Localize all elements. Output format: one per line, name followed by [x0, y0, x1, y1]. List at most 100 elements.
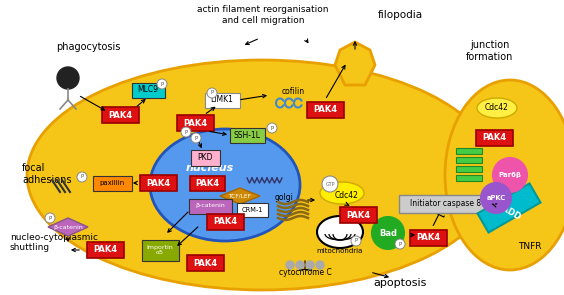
Text: P: P	[49, 216, 52, 220]
Text: P: P	[270, 125, 274, 130]
Text: P: P	[81, 175, 83, 179]
Text: PAK4: PAK4	[108, 111, 132, 119]
Ellipse shape	[320, 182, 364, 204]
Ellipse shape	[445, 80, 564, 270]
Polygon shape	[335, 42, 375, 85]
Text: PAK4: PAK4	[93, 245, 117, 255]
Text: PAK4: PAK4	[313, 106, 337, 114]
Text: P: P	[195, 135, 197, 140]
Text: PAK4: PAK4	[482, 134, 506, 142]
Circle shape	[481, 183, 511, 213]
Text: TRADD: TRADD	[490, 198, 522, 222]
Ellipse shape	[477, 98, 517, 118]
Text: MLC9: MLC9	[138, 86, 158, 94]
FancyBboxPatch shape	[306, 102, 343, 118]
FancyBboxPatch shape	[456, 148, 482, 154]
Text: PAK4: PAK4	[183, 119, 207, 127]
Circle shape	[286, 261, 294, 269]
Text: golgi: golgi	[275, 193, 294, 202]
Text: apoptosis: apoptosis	[373, 278, 427, 288]
Ellipse shape	[317, 216, 363, 248]
Circle shape	[296, 261, 304, 269]
Text: junction
formation: junction formation	[466, 40, 514, 62]
Text: cytochrome C: cytochrome C	[279, 268, 332, 277]
FancyBboxPatch shape	[102, 107, 139, 123]
Text: PAK4: PAK4	[195, 178, 219, 188]
Circle shape	[267, 123, 277, 133]
FancyBboxPatch shape	[206, 214, 244, 230]
Text: paxillin: paxillin	[99, 180, 125, 186]
Circle shape	[191, 133, 201, 143]
FancyBboxPatch shape	[177, 115, 214, 131]
FancyBboxPatch shape	[190, 176, 224, 191]
FancyBboxPatch shape	[340, 207, 377, 223]
FancyBboxPatch shape	[191, 150, 219, 166]
Text: PAK4: PAK4	[146, 178, 170, 188]
Circle shape	[77, 172, 87, 182]
FancyBboxPatch shape	[475, 130, 513, 146]
Polygon shape	[220, 188, 260, 204]
FancyBboxPatch shape	[142, 240, 178, 260]
Circle shape	[157, 79, 167, 89]
FancyBboxPatch shape	[188, 199, 231, 214]
Circle shape	[493, 158, 527, 192]
Text: SSH-1L: SSH-1L	[233, 130, 261, 140]
FancyBboxPatch shape	[187, 255, 223, 271]
Text: PAK4: PAK4	[213, 217, 237, 227]
FancyBboxPatch shape	[409, 230, 447, 246]
Text: phagocytosis: phagocytosis	[56, 42, 120, 52]
FancyBboxPatch shape	[86, 242, 124, 258]
FancyBboxPatch shape	[205, 93, 240, 107]
Text: GTP: GTP	[325, 181, 335, 186]
Text: cofilin: cofilin	[282, 88, 305, 96]
Text: P: P	[160, 81, 164, 86]
Text: Par6β: Par6β	[499, 172, 522, 178]
Ellipse shape	[150, 129, 300, 241]
FancyBboxPatch shape	[456, 166, 482, 172]
Text: mitochondria: mitochondria	[317, 248, 363, 254]
Circle shape	[45, 213, 55, 223]
FancyBboxPatch shape	[456, 175, 482, 181]
Text: P: P	[184, 130, 188, 135]
Text: β-catenin: β-catenin	[195, 204, 225, 209]
FancyBboxPatch shape	[131, 83, 165, 98]
FancyBboxPatch shape	[456, 157, 482, 163]
Circle shape	[181, 127, 191, 137]
Circle shape	[372, 217, 404, 249]
Circle shape	[316, 261, 324, 269]
Text: β-catenin: β-catenin	[53, 224, 83, 230]
Text: aPKC: aPKC	[486, 195, 505, 201]
Text: nucleus: nucleus	[186, 163, 234, 173]
Text: PAK4: PAK4	[346, 211, 370, 219]
FancyBboxPatch shape	[230, 127, 265, 142]
FancyBboxPatch shape	[139, 175, 177, 191]
Circle shape	[207, 88, 217, 98]
Text: P: P	[398, 242, 402, 247]
Text: P: P	[210, 91, 214, 96]
Circle shape	[395, 239, 405, 249]
Text: actin filament reorganisation
and cell migration: actin filament reorganisation and cell m…	[197, 5, 329, 25]
Circle shape	[322, 176, 338, 192]
Text: P: P	[354, 238, 358, 243]
Text: TNFR: TNFR	[518, 242, 542, 251]
FancyBboxPatch shape	[399, 195, 493, 213]
Circle shape	[57, 67, 79, 89]
Text: PKD: PKD	[197, 153, 213, 163]
Polygon shape	[48, 218, 88, 236]
Text: PAK4: PAK4	[416, 234, 440, 242]
Circle shape	[306, 261, 314, 269]
Text: focal
adhesions: focal adhesions	[22, 163, 72, 185]
Text: nucleo-cytoplasmic
shuttling: nucleo-cytoplasmic shuttling	[10, 233, 98, 253]
Text: Cdc42: Cdc42	[335, 191, 359, 201]
Text: Cdc42: Cdc42	[485, 104, 509, 112]
Text: filopodia: filopodia	[377, 10, 422, 20]
Text: Importin
α5: Importin α5	[147, 245, 173, 255]
Text: TCF/LEF: TCF/LEF	[228, 194, 252, 199]
FancyBboxPatch shape	[236, 203, 267, 217]
Text: Initiator caspase 8: Initiator caspase 8	[411, 199, 482, 209]
FancyBboxPatch shape	[92, 176, 131, 191]
FancyBboxPatch shape	[478, 183, 540, 232]
Text: PAK4: PAK4	[193, 258, 217, 268]
Ellipse shape	[27, 60, 497, 290]
Text: Bad: Bad	[379, 229, 397, 237]
